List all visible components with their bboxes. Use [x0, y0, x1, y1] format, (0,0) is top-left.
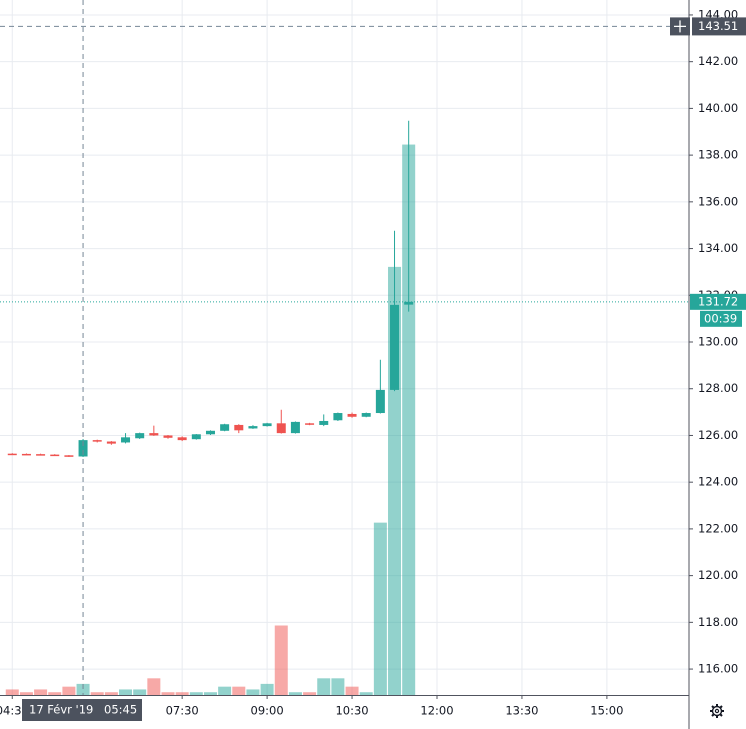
y-tick-label: 138.00 — [698, 148, 738, 162]
volume-bar — [317, 678, 331, 695]
crosshair-price-box — [692, 17, 746, 36]
volume-bar — [232, 686, 246, 695]
y-tick-label: 124.00 — [698, 475, 738, 489]
candle-body — [276, 423, 286, 434]
y-tick-label: 130.00 — [698, 335, 738, 349]
volume-bar — [90, 692, 104, 695]
candle-body — [262, 423, 272, 427]
settings-icon[interactable] — [710, 704, 724, 718]
volume-bar — [175, 692, 189, 695]
candle-body — [234, 424, 244, 431]
crosshair-plus — [674, 20, 686, 33]
volume-bar — [402, 144, 416, 695]
candle-body — [50, 454, 60, 457]
candle-body — [319, 420, 329, 425]
candle-body — [191, 434, 201, 440]
x-tick-label: 07:30 — [166, 704, 199, 718]
y-tick-label: 126.00 — [698, 428, 738, 442]
x-tick-label: 15:00 — [590, 704, 623, 718]
volume-bar — [331, 678, 345, 695]
candle-body — [347, 413, 357, 417]
candle-body — [78, 440, 88, 457]
volume-bar — [246, 689, 260, 695]
candle-body — [404, 301, 414, 305]
y-tick-label: 134.00 — [698, 241, 738, 255]
candle-body — [305, 423, 315, 425]
candle-body — [106, 441, 116, 444]
volume-bar — [161, 692, 175, 695]
y-tick-label: 120.00 — [698, 568, 738, 582]
crosshair-price-label: 143.51 — [698, 19, 738, 33]
volume-bar — [274, 625, 288, 695]
candle-body — [333, 413, 343, 421]
volume-bar — [5, 689, 19, 695]
candle-body — [21, 453, 31, 456]
countdown-label: 00:39 — [704, 311, 737, 325]
axes: 116.00 118.00 120.00 122.00 124.00 126.00 128.… — [0, 7, 738, 717]
volume-bar — [104, 692, 118, 695]
y-tick-label: 122.00 — [698, 521, 738, 535]
y-tick-label: 142.00 — [698, 54, 738, 68]
x-tick-label: 13:30 — [505, 704, 538, 718]
x-tick-label: 04:30 — [0, 704, 29, 718]
crosshair-date-label: 17 Févr '19 — [29, 703, 93, 717]
volume-bar — [203, 692, 217, 695]
volume-bar — [303, 692, 317, 695]
candle-body — [7, 453, 17, 456]
last-price-label: 131.72 — [698, 294, 738, 308]
candle-body — [205, 430, 215, 435]
volume-bar — [119, 689, 133, 695]
volume-layer — [5, 144, 416, 695]
volume-bar — [260, 683, 274, 695]
volume-bar — [76, 683, 90, 695]
volume-bar — [359, 692, 373, 695]
volume-bar — [19, 692, 33, 695]
candle-layer — [7, 120, 414, 457]
candle-body — [290, 421, 300, 434]
volume-bar — [34, 689, 48, 695]
candle-body — [361, 413, 371, 417]
grid — [0, 0, 689, 695]
volume-bar — [373, 522, 387, 695]
candle-body — [248, 426, 258, 429]
candle-body — [163, 435, 173, 438]
last-price-box — [690, 293, 746, 310]
volume-bar — [189, 692, 203, 695]
y-tick-label: 136.00 — [698, 194, 738, 208]
volume-bar — [48, 692, 62, 695]
candle-body — [177, 437, 187, 441]
volume-bar — [62, 686, 76, 695]
crosshair-layer — [0, 0, 689, 695]
volume-bar — [288, 692, 302, 695]
crosshair-time-label: 05:45 — [104, 703, 137, 717]
volume-bar — [147, 678, 161, 695]
volume-bar — [218, 686, 232, 695]
candle-body — [92, 440, 102, 442]
volume-bar — [133, 689, 147, 695]
y-tick-label: 118.00 — [698, 615, 738, 629]
labels-layer: 131.72 00:39 143.51 17 Févr '19 05:45 — [22, 17, 746, 721]
countdown-box — [700, 310, 742, 327]
candle-body — [135, 433, 145, 439]
x-tick-label: 09:00 — [251, 704, 284, 718]
candle-body — [36, 454, 46, 456]
x-tick-label: 10:30 — [335, 704, 368, 718]
candle-body — [375, 389, 385, 414]
candle-body — [220, 424, 230, 431]
crosshair-time-box — [22, 699, 142, 721]
candle-body — [64, 455, 74, 457]
y-tick-label: 128.00 — [698, 381, 738, 395]
volume-bar — [345, 686, 359, 695]
x-tick-label: 12:00 — [420, 704, 453, 718]
candle-body — [149, 433, 159, 436]
candle-body — [390, 304, 400, 390]
y-tick-label: 116.00 — [698, 662, 738, 676]
y-tick-label: 140.00 — [698, 101, 738, 115]
candle-body — [121, 437, 131, 443]
